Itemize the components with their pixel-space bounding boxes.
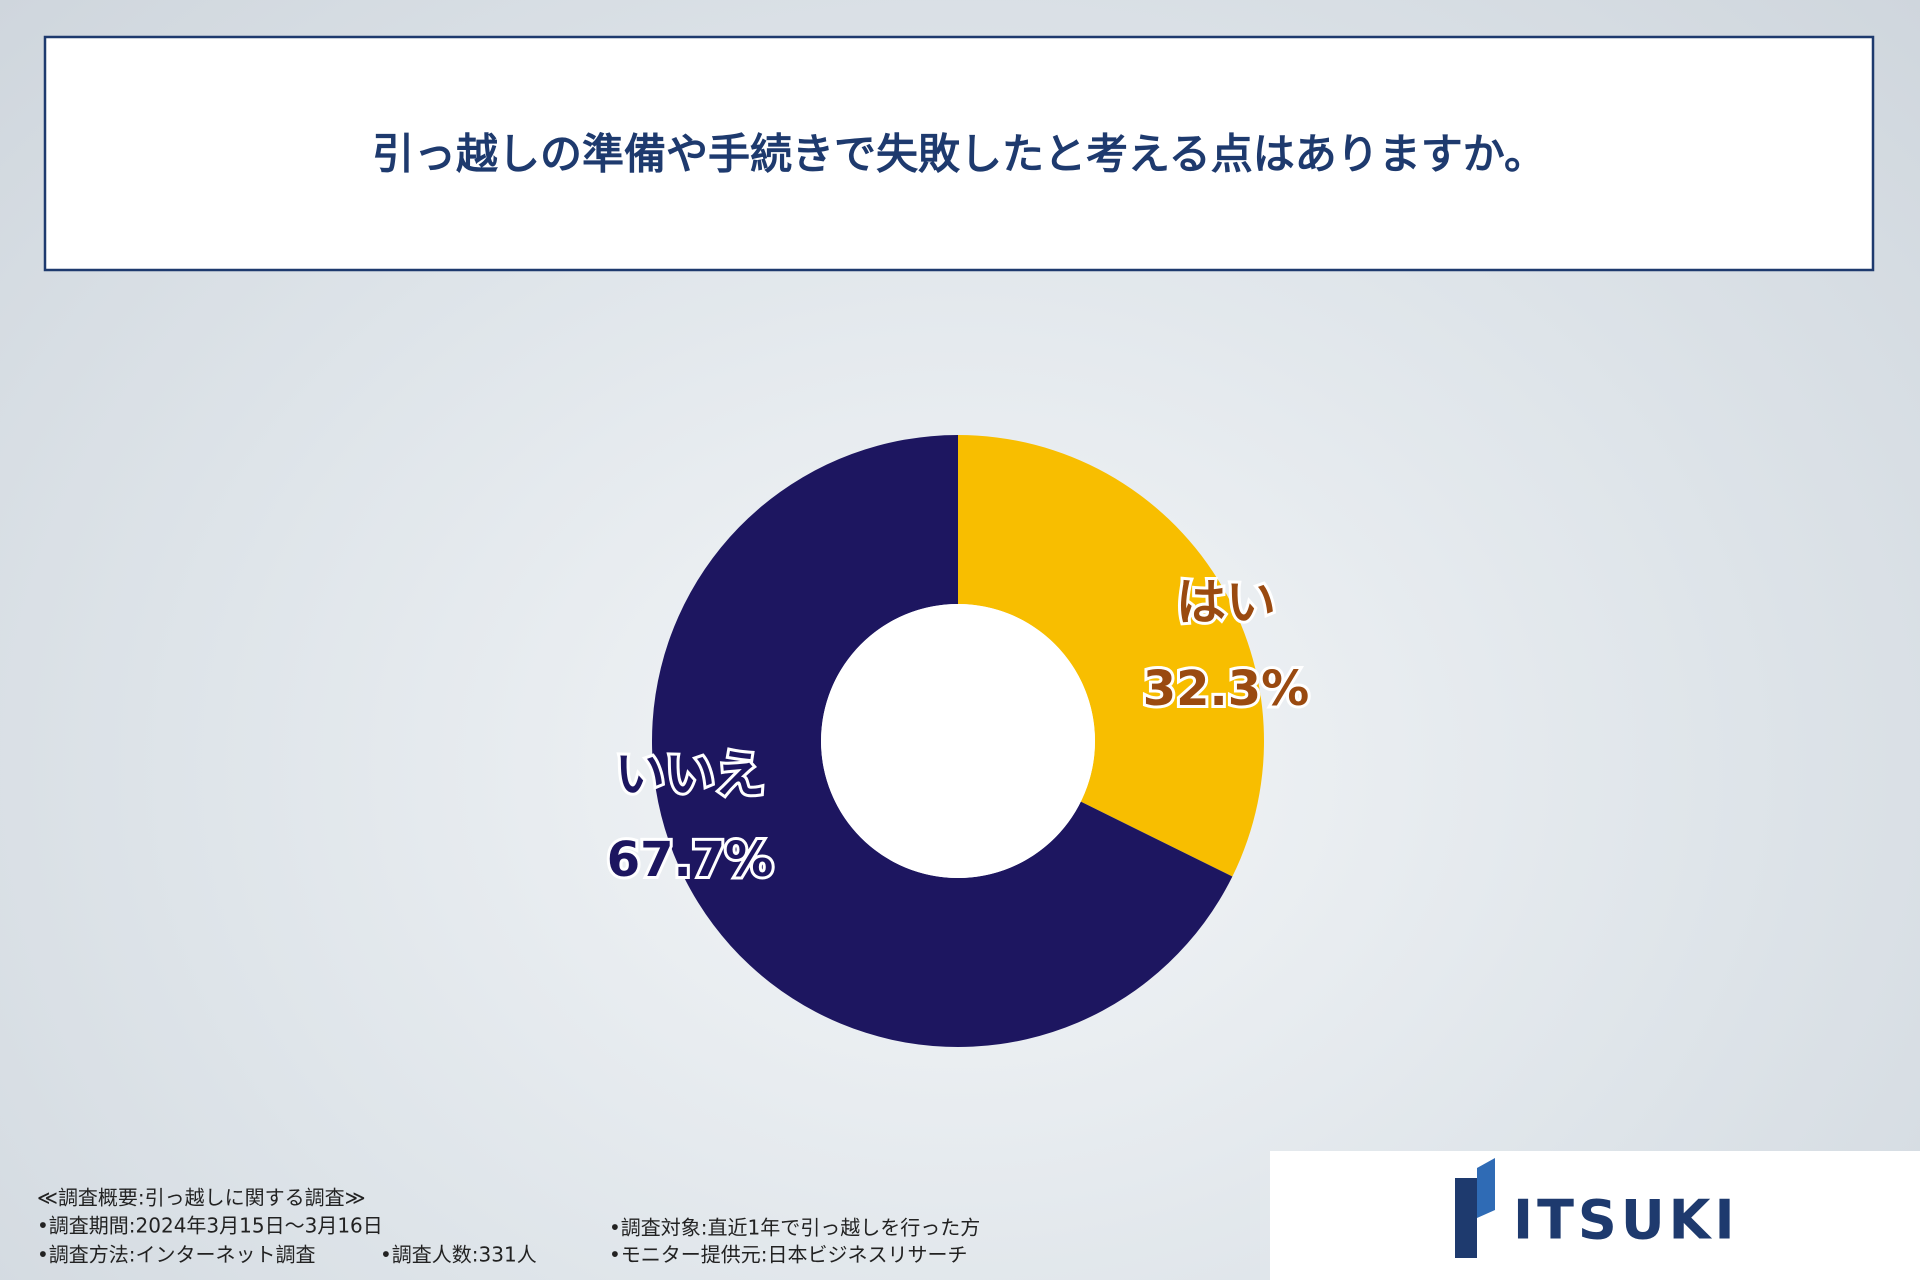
category-label: はい: [1176, 574, 1276, 632]
donut-hole: [821, 604, 1095, 878]
logo-icon: [1477, 1158, 1495, 1218]
survey-note: •調査対象:直近1年で引っ越しを行った方: [609, 1216, 980, 1240]
value-label: 32.3%: [1143, 661, 1310, 717]
category-label: いいえ: [615, 746, 765, 804]
survey-note: •モニター提供元:日本ビジネスリサーチ: [609, 1243, 968, 1267]
logo-icon: [1455, 1178, 1477, 1258]
survey-note: •調査人数:331人: [380, 1243, 537, 1267]
title-box: [43, 35, 1875, 272]
survey-note: •調査方法:インターネット調査: [37, 1243, 316, 1267]
survey-note: ≪調査概要:引っ越しに関する調査≫: [37, 1186, 366, 1210]
logo-text: ITSUKI: [1513, 1189, 1739, 1252]
slice: [958, 435, 1265, 877]
survey-note: •調査期間:2024年3月15日～3月16日: [37, 1214, 383, 1238]
chart-title: 引っ越しの準備や手続きで失敗したと考える点はありますか。: [372, 130, 1546, 179]
slice: [652, 435, 1233, 1047]
logo-box: [1270, 1151, 1920, 1280]
value-label: 67.7%: [607, 832, 774, 888]
